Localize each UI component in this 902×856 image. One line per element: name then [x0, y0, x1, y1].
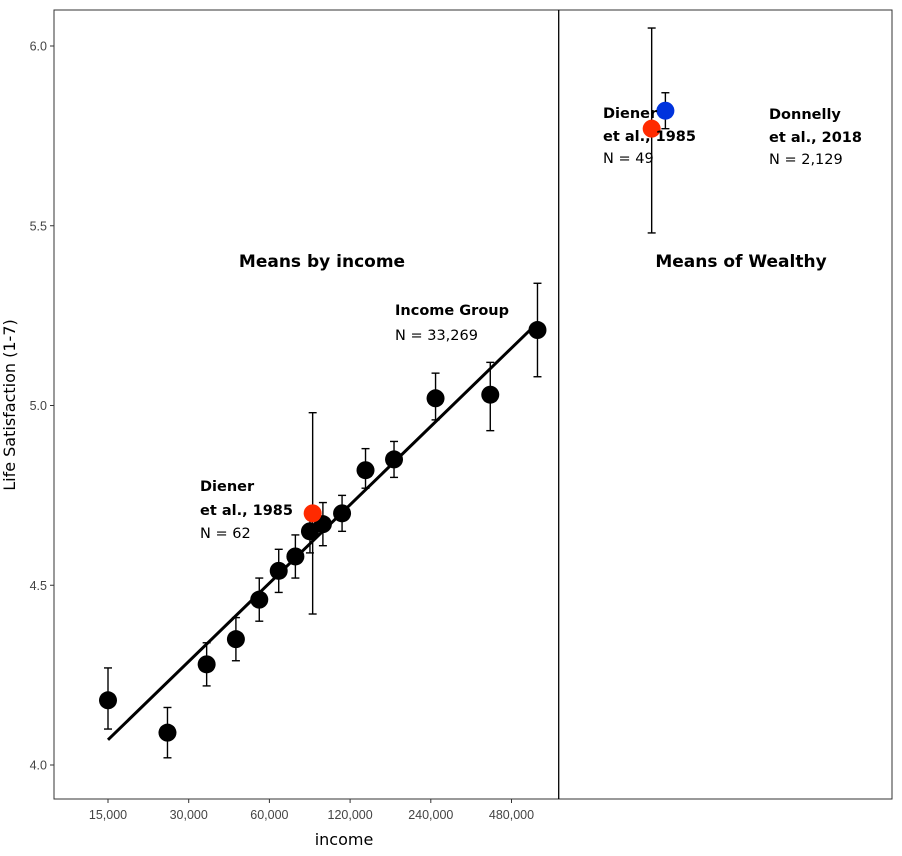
data-point: [642, 119, 661, 138]
x-tick-label: 120,000: [328, 808, 373, 822]
data-point: [250, 590, 269, 609]
data-point: [656, 101, 675, 120]
data-point: [99, 691, 117, 710]
y-tick-label: 5.0: [30, 399, 47, 413]
diener-right-line2: et al., 1985: [603, 129, 696, 145]
y-tick-label: 4.5: [30, 579, 47, 593]
data-point: [356, 461, 375, 480]
x-tick-label: 60,000: [250, 808, 288, 822]
donnelly-line1: Donnelly: [769, 107, 841, 123]
diener-right-line1: Diener: [603, 106, 658, 122]
y-tick-label: 6.0: [30, 40, 47, 54]
x-tick-label: 240,000: [408, 808, 453, 822]
diener-left-line1: Diener: [200, 479, 255, 495]
data-point: [226, 630, 245, 649]
diener-right-n: N = 49: [603, 151, 654, 167]
x-axis-title: income: [315, 830, 374, 849]
x-tick-label: 15,000: [89, 808, 127, 822]
y-tick-label: 4.0: [30, 759, 47, 773]
diener-left-line2: et al., 1985: [200, 503, 293, 519]
data-point: [158, 723, 177, 742]
donnelly-line2: et al., 2018: [769, 130, 862, 146]
y-tick-label: 5.5: [30, 219, 47, 233]
donnelly-n: N = 2,129: [769, 152, 843, 168]
data-point: [528, 321, 547, 340]
means-by-income-label: Means by income: [239, 252, 405, 272]
income-group-n: N = 33,269: [395, 328, 478, 344]
data-point: [303, 504, 322, 523]
income-group-title: Income Group: [395, 303, 509, 319]
y-axis-title: Life Satisfaction (1-7): [0, 319, 19, 491]
data-point: [333, 504, 352, 523]
data-point: [481, 385, 500, 404]
data-point: [286, 547, 305, 566]
diener-left-n: N = 62: [200, 526, 251, 542]
x-tick-label: 30,000: [170, 808, 208, 822]
data-point: [385, 450, 404, 469]
plot-panel-border: [53, 9, 893, 800]
data-point: [269, 561, 288, 580]
data-point: [197, 655, 216, 674]
data-point: [426, 389, 445, 408]
x-tick-label: 480,000: [489, 808, 534, 822]
means-of-wealthy-label: Means of Wealthy: [655, 252, 826, 272]
